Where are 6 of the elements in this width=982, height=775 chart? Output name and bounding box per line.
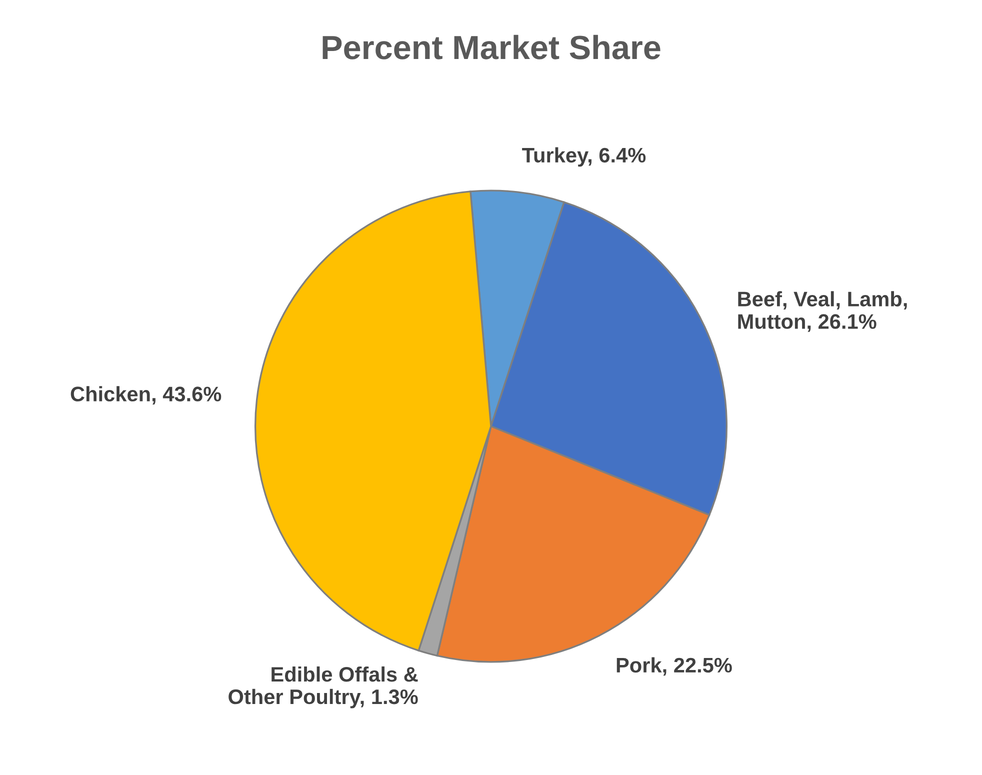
slice-label: Chicken, 43.6% (70, 386, 222, 404)
slice-label: Turkey, 6.4% (522, 147, 646, 167)
slice-label: Pork, 22.5% (616, 657, 732, 676)
slice-label: Beef, Veal, Lamb, Mutton, 26.1% (738, 291, 907, 332)
chart-title: Percent Market Share (322, 34, 660, 60)
slice-label: Edible Offals & Other Poultry, 1.3% (228, 666, 418, 708)
